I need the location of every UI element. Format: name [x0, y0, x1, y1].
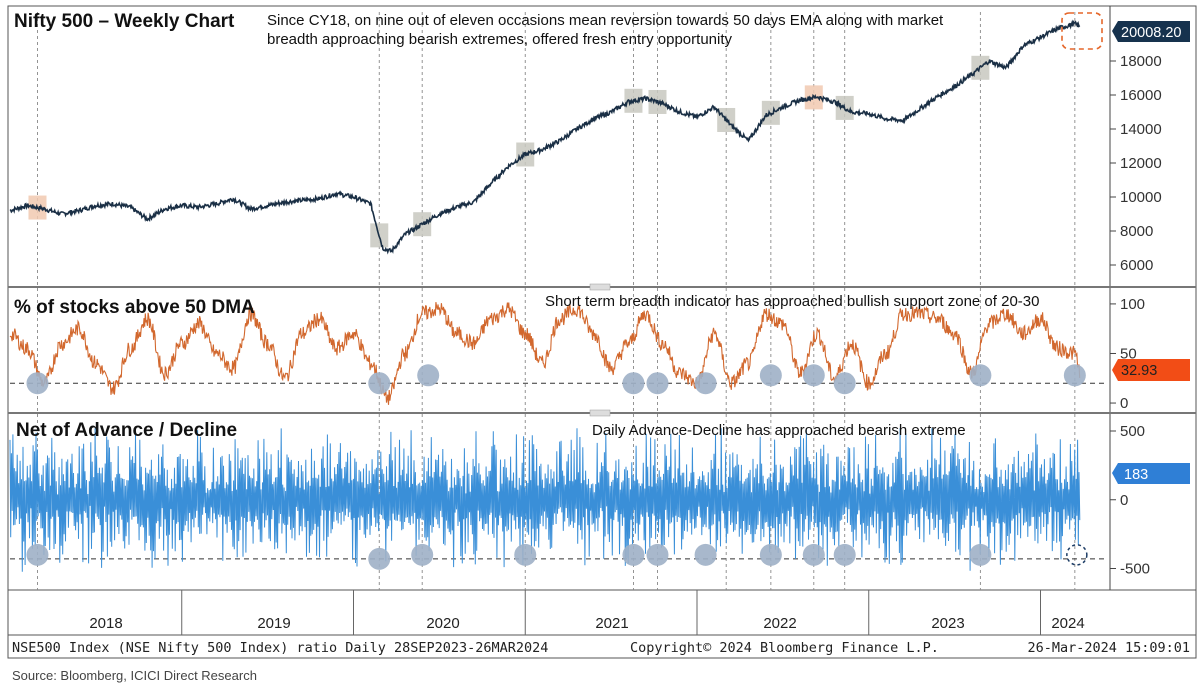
year-dividers: [181, 590, 1041, 635]
y-tick-label: -500: [1120, 561, 1150, 578]
breadth-signal-marker: [833, 372, 856, 395]
y-tick-label: 8000: [1120, 223, 1153, 240]
last-adline-badge: 183: [1112, 463, 1190, 484]
y-tick-label: 50: [1120, 345, 1137, 362]
price-annotation-line-2: breadth approaching bearish extremes, of…: [267, 31, 733, 48]
y-tick-label: 12000: [1120, 155, 1162, 172]
source-note: Source: Bloomberg, ICICI Direct Research: [12, 668, 257, 683]
y-tick-label: 6000: [1120, 257, 1153, 274]
breadth-signal-marker: [26, 372, 49, 395]
y-tick-label: 14000: [1120, 121, 1162, 138]
year-label: 2021: [595, 615, 628, 632]
divider-grip-1[interactable]: [589, 283, 611, 291]
last-adline-value: 183: [1124, 467, 1148, 483]
adline-signal-marker: [802, 543, 825, 566]
footer-series-info: NSE500 Index (NSE Nifty 500 Index) ratio…: [12, 640, 548, 656]
footer-copyright: Copyright© 2024 Bloomberg Finance L.P.: [630, 640, 939, 656]
last-breadth-value: 32.93: [1121, 363, 1157, 379]
breadth-panel-title: % of stocks above 50 DMA: [14, 297, 255, 318]
adline-signal-marker: [646, 543, 669, 566]
adline-signal-marker: [514, 543, 537, 566]
breadth-signal-marker: [969, 364, 992, 387]
y-tick-label: 16000: [1120, 87, 1162, 104]
price-panel-title: Nifty 500 – Weekly Chart: [14, 11, 235, 32]
breadth-signal-marker: [1063, 364, 1086, 387]
adline-signal-marker: [622, 543, 645, 566]
adline-current-marker: [1066, 544, 1088, 566]
year-label: 2020: [426, 615, 459, 632]
recent-zone-dashed-box: [1061, 12, 1103, 50]
advance-decline-series-line[interactable]: [9, 428, 1081, 572]
footer-timestamp: 26-Mar-2024 15:09:01: [1027, 640, 1190, 656]
adline-signal-marker: [368, 547, 391, 570]
threshold-lines: [10, 382, 1108, 560]
year-label: 2019: [257, 615, 290, 632]
breadth-annotation: Short term breadth indicator has approac…: [545, 293, 1039, 310]
y-tick-label: 100: [1120, 296, 1145, 313]
adline-signal-marker: [694, 543, 717, 566]
y-tick-label: 10000: [1120, 189, 1162, 206]
year-label: 2018: [89, 615, 122, 632]
y-tick-label: 0: [1120, 492, 1128, 509]
year-label: 2024: [1051, 615, 1084, 632]
adline-signal-marker: [26, 543, 49, 566]
breadth-signal-marker: [802, 364, 825, 387]
adline-signal-marker: [411, 543, 434, 566]
breadth-signal-marker: [368, 372, 391, 395]
year-labels: 2018 2019 2020 2021 2022 2023 2024: [89, 615, 1084, 632]
breadth-signal-marker: [759, 364, 782, 387]
chart-frame: [7, 5, 1197, 659]
breadth-signal-marker: [417, 364, 440, 387]
adline-signal-marker: [759, 543, 782, 566]
y-tick-label: 0: [1120, 395, 1128, 412]
last-price-value: 20008.20: [1121, 25, 1181, 41]
last-breadth-badge: 32.93: [1112, 359, 1190, 381]
signal-markers-front: [26, 364, 1088, 570]
adline-panel-title: Net of Advance / Decline: [16, 420, 237, 441]
breadth-signal-marker: [622, 372, 645, 395]
y-tick-label: 18000: [1120, 53, 1162, 70]
adline-annotation: Daily Advance-Decline has approached bea…: [592, 422, 966, 439]
y-axis-ticks: 6000800010000120001400016000180001005005…: [1110, 53, 1162, 578]
divider-grip-2[interactable]: [589, 409, 611, 417]
last-price-badge: 20008.20: [1112, 21, 1190, 42]
adline-signal-marker: [833, 543, 856, 566]
year-label: 2022: [763, 615, 796, 632]
breadth-signal-marker: [694, 372, 717, 395]
price-series-line[interactable]: [9, 19, 1081, 255]
breadth-signal-marker: [646, 372, 669, 395]
price-signal-marker: [971, 55, 990, 80]
breadth-series-line[interactable]: [9, 302, 1081, 405]
year-label: 2023: [931, 615, 964, 632]
adline-signal-marker: [969, 543, 992, 566]
y-tick-label: 500: [1120, 423, 1145, 440]
price-annotation-line-1: Since CY18, on nine out of eleven occasi…: [267, 12, 944, 29]
